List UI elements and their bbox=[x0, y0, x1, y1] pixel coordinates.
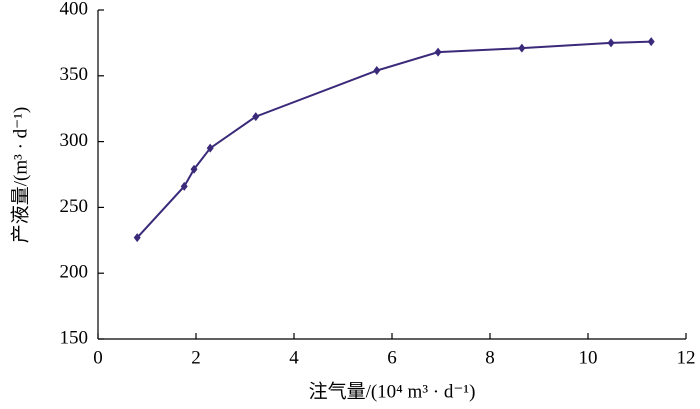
marker bbox=[373, 66, 381, 76]
x-tick-label: 4 bbox=[289, 347, 299, 368]
marker bbox=[647, 37, 655, 47]
x-tick-label: 6 bbox=[387, 347, 397, 368]
x-tick-label: 2 bbox=[191, 347, 201, 368]
x-axis-label: 注气量/(10⁴ m³ · d⁻¹) bbox=[309, 380, 476, 402]
marker bbox=[434, 47, 442, 57]
y-tick-label: 400 bbox=[60, 0, 89, 19]
data-line bbox=[136, 40, 652, 239]
y-tick-label: 250 bbox=[60, 196, 89, 217]
marker bbox=[607, 38, 615, 48]
marker bbox=[133, 233, 141, 243]
y-tick-label: 200 bbox=[60, 262, 89, 283]
x-tick-label: 0 bbox=[93, 347, 103, 368]
y-tick-label: 300 bbox=[60, 130, 89, 151]
x-tick-label: 8 bbox=[485, 347, 495, 368]
marker bbox=[190, 164, 198, 174]
x-tick-label: 10 bbox=[579, 347, 598, 368]
y-tick-label: 350 bbox=[60, 64, 89, 85]
marker bbox=[206, 143, 214, 153]
x-tick-label: 12 bbox=[677, 347, 696, 368]
marker bbox=[252, 112, 260, 122]
marker bbox=[180, 181, 188, 191]
marker bbox=[518, 43, 526, 53]
y-axis-label: 产液量/(m³ · d⁻¹) bbox=[9, 107, 31, 243]
y-tick-label: 150 bbox=[60, 327, 89, 348]
